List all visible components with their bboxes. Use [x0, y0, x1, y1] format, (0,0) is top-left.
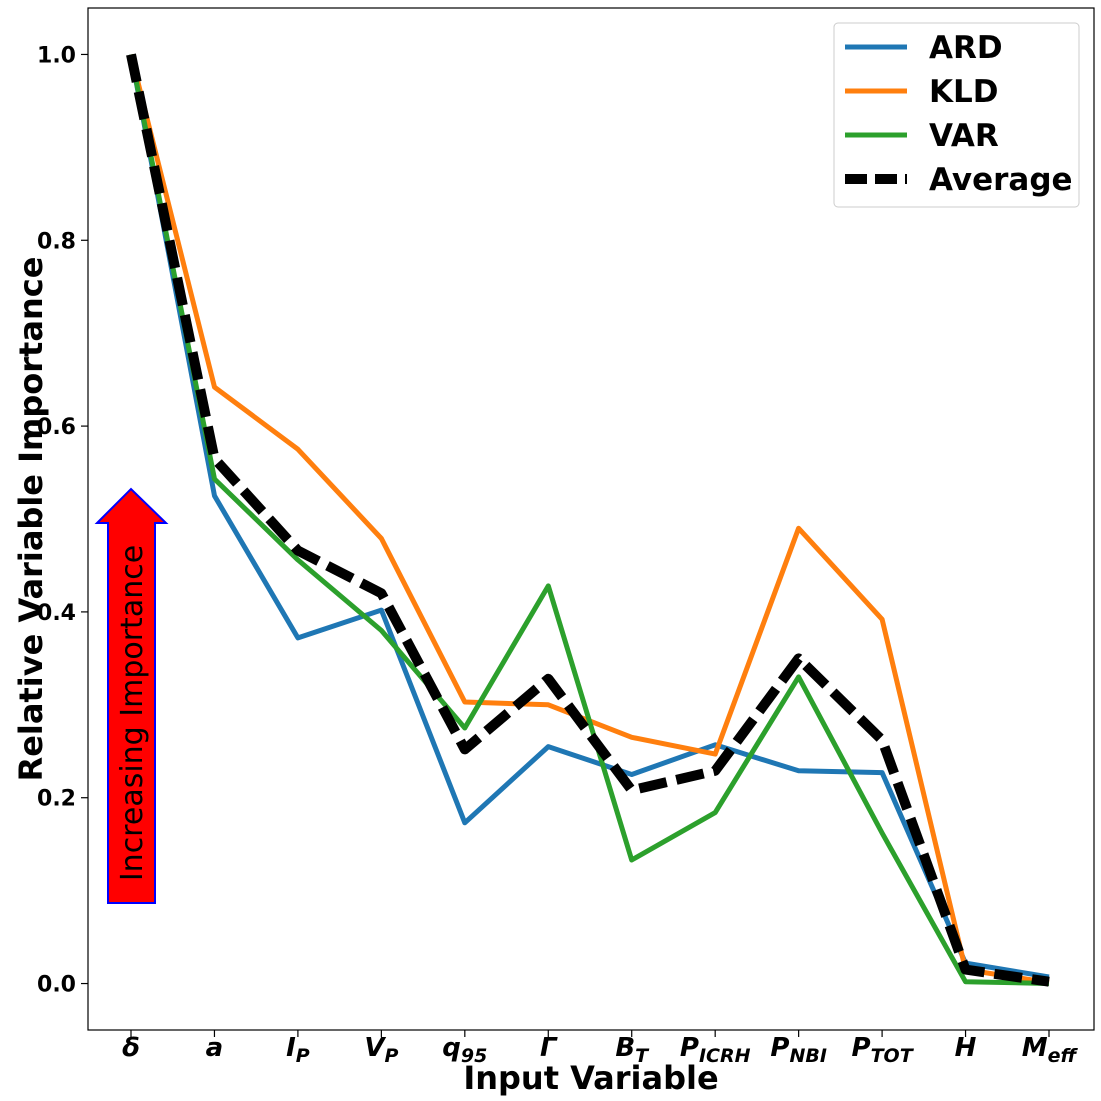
- x-tick-label: Meff: [1022, 1033, 1079, 1067]
- y-tick-label: 1.0: [37, 43, 76, 68]
- x-axis-title: Input Variable: [463, 1059, 718, 1097]
- x-axis-ticks: δ a IP VP q95 Γ BT PICRH PNBI PTOT H Meff: [122, 1030, 1078, 1067]
- importance-arrow: [94, 487, 169, 904]
- x-tick-label: PTOT: [852, 1033, 915, 1067]
- y-tick-label: 0.2: [37, 787, 76, 812]
- importance-arrow-label: Increasing Importance: [115, 545, 150, 881]
- series-line-ard: [128, 54, 1050, 980]
- x-tick-label: PICRH: [680, 1033, 751, 1067]
- y-tick-label: 0.0: [37, 973, 76, 998]
- x-tick-label: q95: [442, 1033, 487, 1067]
- y-axis-title: Relative Variable Importance: [12, 257, 50, 782]
- series-line-var: [128, 54, 1050, 986]
- legend-label-average: Average: [929, 162, 1073, 198]
- x-tick-label: PNBI: [770, 1033, 827, 1067]
- plot-frame: [87, 7, 1095, 1031]
- x-tick-label: H: [955, 1033, 977, 1063]
- x-tick-label: a: [206, 1033, 224, 1063]
- series-layer: [126, 53, 1050, 987]
- x-tick-label: IP: [286, 1033, 310, 1067]
- series-line-average: [126, 53, 1050, 987]
- y-tick-label: 0.8: [37, 229, 76, 254]
- x-tick-label: BT: [615, 1033, 650, 1067]
- legend-label-ard: ARD: [929, 30, 1003, 66]
- legend-label-var: VAR: [929, 118, 999, 154]
- x-tick-label: Γ: [540, 1033, 558, 1063]
- legend: ARD KLD VAR Average: [833, 22, 1080, 208]
- legend-label-kld: KLD: [929, 74, 999, 110]
- importance-arrow-annotation: Increasing Importance: [94, 487, 169, 904]
- y-tick-label: 0.6: [37, 415, 76, 440]
- y-axis-ticks: 0.0 0.2 0.4 0.6 0.8 1.0: [37, 43, 88, 998]
- x-tick-label: VP: [364, 1033, 398, 1067]
- x-tick-label: δ: [122, 1033, 140, 1063]
- legend-box: [833, 22, 1080, 208]
- y-tick-label: 0.4: [37, 601, 76, 626]
